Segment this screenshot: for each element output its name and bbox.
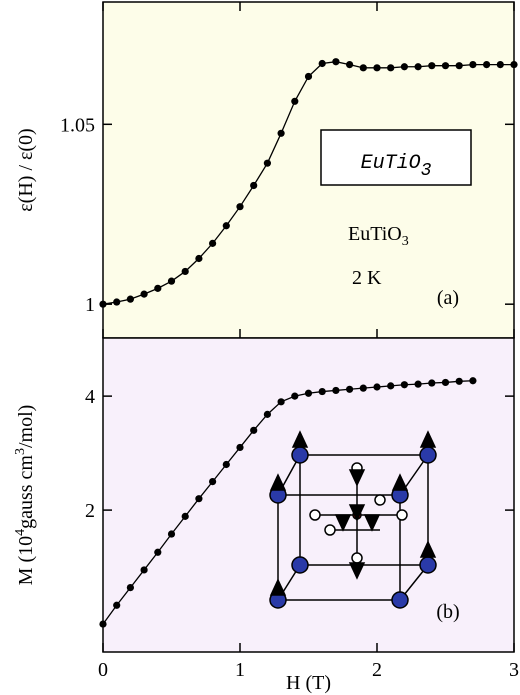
data-point [236, 443, 244, 452]
label-part: /mol) [15, 405, 37, 448]
data-point [140, 290, 148, 298]
data-point [414, 380, 422, 388]
data-point [346, 385, 354, 393]
label-part: EuTiO [361, 152, 421, 175]
data-point [113, 601, 121, 609]
data-point [469, 377, 477, 385]
data-point [400, 63, 408, 71]
data-point [373, 64, 381, 72]
data-point [222, 222, 230, 230]
data-point [209, 239, 217, 247]
compound-label: EuTiO3 [348, 223, 409, 249]
data-point [126, 584, 134, 592]
data-point [387, 64, 395, 72]
data-point [181, 267, 189, 276]
data-point [113, 298, 121, 306]
superscript: 4 [13, 529, 28, 536]
data-point [263, 410, 271, 418]
data-point [277, 129, 285, 137]
y-axis-label: M (104gauss cm3/mol) [13, 405, 37, 586]
label-part: M (10 [15, 536, 37, 585]
superscript: 3 [13, 448, 28, 455]
data-point [181, 512, 189, 520]
panel-label: (b) [436, 601, 459, 623]
data-point [236, 203, 244, 211]
data-point [428, 62, 436, 70]
subscript: 3 [421, 161, 432, 181]
data-point [483, 60, 491, 69]
data-point [195, 495, 203, 503]
data-point [332, 58, 340, 66]
data-point [154, 548, 162, 556]
temperature-label: 2 K [352, 267, 382, 289]
data-point [318, 387, 326, 396]
data-point [250, 426, 258, 434]
label-part: gauss cm [15, 455, 37, 529]
x-axis-label: H (T) [286, 672, 331, 694]
x-tick-label: 1 [235, 659, 245, 681]
data-point [250, 181, 258, 190]
data-point [359, 64, 367, 72]
y-tick-label: 1 [85, 294, 95, 316]
data-point [140, 566, 148, 574]
data-point [359, 384, 367, 392]
crystal-structure [269, 430, 437, 609]
plot-frame [102, 337, 515, 653]
y-tick-label: 2 [85, 500, 95, 522]
data-point [291, 392, 299, 400]
data-point [167, 530, 176, 538]
data-point [373, 383, 381, 391]
data-point [387, 382, 395, 390]
x-tick-label: 3 [509, 659, 519, 681]
data-point [277, 398, 285, 406]
data-point [318, 59, 326, 68]
data-point [441, 378, 450, 387]
data-point [469, 60, 477, 69]
data-point [496, 60, 504, 69]
label-part: EuTiO [348, 223, 402, 245]
data-point [304, 389, 313, 397]
label-box [320, 129, 472, 186]
panel-label: (a) [437, 287, 459, 309]
data-point [332, 386, 340, 395]
data-point [167, 277, 176, 285]
data-point [304, 72, 313, 81]
data-point [400, 381, 408, 389]
y-tick-label: 1.05 [60, 114, 95, 136]
data-point [126, 295, 134, 303]
y-tick-label: 4 [85, 386, 95, 408]
data-point [455, 62, 463, 70]
data-point [441, 62, 450, 70]
data-point [195, 254, 203, 263]
data-line [102, 380, 473, 625]
data-point [455, 377, 463, 385]
data-point [209, 478, 217, 486]
data-point [291, 97, 299, 105]
data-point [222, 460, 230, 469]
y-axis-label: ε(H) / ε(0) [15, 128, 37, 211]
data-point [428, 379, 436, 387]
box-label: EuTiO3 [361, 152, 432, 181]
x-tick-label: 0 [98, 659, 108, 681]
data-point [263, 159, 271, 167]
data-point [414, 63, 422, 71]
data-point [154, 284, 162, 292]
subscript: 3 [402, 234, 409, 249]
data-point [346, 60, 354, 69]
x-tick-label: 2 [372, 659, 382, 681]
